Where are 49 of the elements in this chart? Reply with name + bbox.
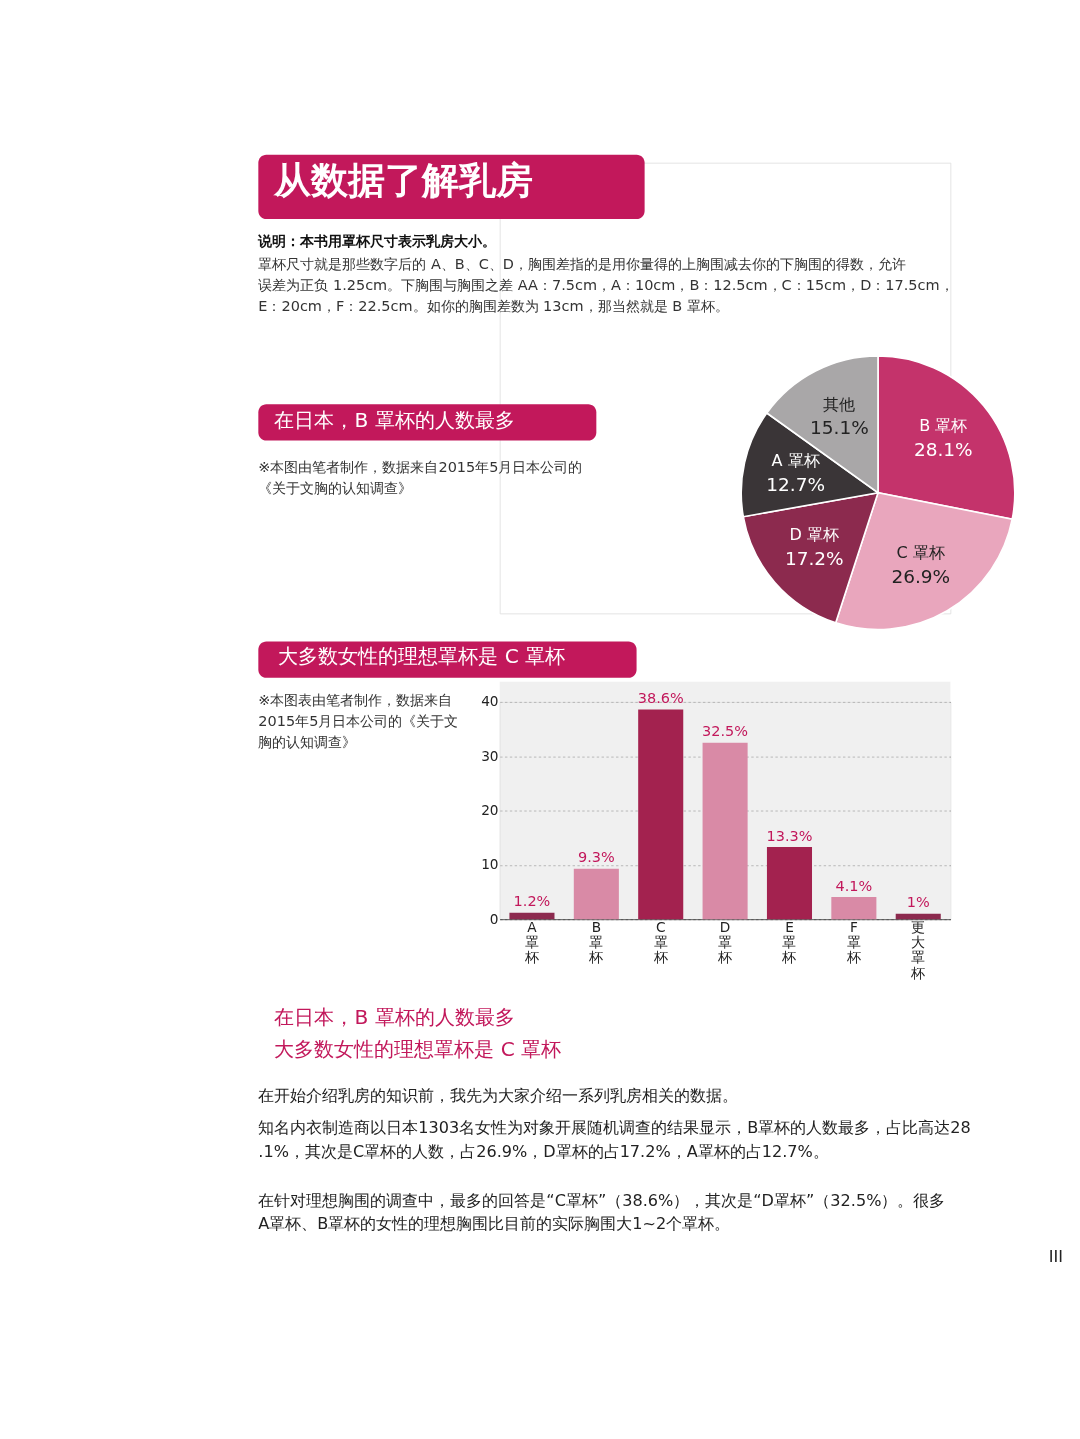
bar <box>638 709 684 920</box>
slice-label: 其他 <box>823 394 856 414</box>
bar <box>895 913 941 920</box>
data-label: 4.1% <box>835 877 873 894</box>
bar <box>766 847 813 920</box>
text: 大多数女性的理想罩杯是 C 罩杯 <box>274 1037 562 1062</box>
text: 在日本，B 罩杯的人数最多 <box>274 407 515 432</box>
text: 罩杯尺寸就是那些数字后的 A、B、C、D，胸围差指的是用你量得的上胸围减去你的下胸围的得数，允许误差为正负 1.25cm。下胸围与胸围之差 AA：7.5cm，A：10cm，B：12.5cm，C：15cm，D：17.5cm， E：20cm，F：22.5cm。如你的胸围差数为 13cm，那当然就是 B 罩杯。 <box>258 256 954 315</box>
bar <box>702 742 748 920</box>
text: ※本图表由笔者制作，数据来自2015年5月日本公司的《关于文胸的认知调查》 <box>258 692 459 751</box>
x-tick-label: C罩杯 <box>652 918 668 966</box>
y-tick-label: 10 <box>481 856 499 873</box>
data-label: 1.2% <box>513 893 551 910</box>
y-tick-label: 20 <box>481 802 499 819</box>
text: ※本图由笔者制作，数据来自2015年5月日本公司的《关于文胸的认知调查》 <box>258 458 583 496</box>
data-label: 38.6% <box>637 690 684 707</box>
slice-label: C 罩杯 <box>896 542 945 562</box>
data-label: 26.9% <box>891 565 951 587</box>
y-tick-label: 0 <box>489 910 499 927</box>
x-tick-label: D罩杯 <box>717 918 733 966</box>
bar <box>831 896 877 920</box>
y-tick-label: 40 <box>481 693 499 710</box>
text: 在开始介绍乳房的知识前，我先为大家介绍一系列乳房相关的数据。 <box>258 1086 739 1106</box>
text: 在日本，B 罩杯的人数最多 <box>274 1004 515 1029</box>
data-label: 15.1% <box>810 417 869 439</box>
data-label: 1% <box>906 894 930 911</box>
data-label: 28.1% <box>913 438 973 460</box>
slice-label: D 罩杯 <box>789 525 840 545</box>
y-tick-label: 30 <box>481 747 499 764</box>
data-label: 12.7% <box>766 473 825 495</box>
text: 从数据了解乳房 <box>273 159 534 203</box>
x-tick-label: F罩杯 <box>845 918 861 966</box>
data-label: 9.3% <box>577 849 615 866</box>
data-label: 32.5% <box>702 723 749 740</box>
x-tick-label: 更大罩杯 <box>910 918 926 981</box>
data-label: 13.3% <box>766 827 813 844</box>
x-tick-label: E罩杯 <box>781 918 797 966</box>
slice-label: A 罩杯 <box>771 451 820 470</box>
bar <box>509 912 555 920</box>
bar <box>573 868 619 920</box>
chart-title: 大多数女性的理想罩杯是 C 罩杯 <box>278 644 566 669</box>
data-label: 17.2% <box>784 548 844 570</box>
x-tick-label: B罩杯 <box>588 918 604 966</box>
x-tick-label: A罩杯 <box>523 918 539 966</box>
text: 在针对理想胸围的调查中，最多的回答是“C罩杯”（38.6%），其次是“D罩杯”（32.5%）。很多A罩杯、B罩杯的女性的理想胸围比目前的实际胸围大1~2个罩杯。 <box>258 1190 946 1234</box>
text: III <box>1048 1247 1064 1267</box>
slice-label: B 罩杯 <box>919 416 968 436</box>
text: 知名内衣制造商以日本1303名女性为对象开展随机调查的结果显示，B罩杯的人数最多，占比高达28.1%，其次是C罩杯的人数，占26.9%，D罩杯的占17.2%，A罩杯的占12.7%。 <box>258 1118 971 1161</box>
text: 说明：本书用罩杯尺寸表示乳房大小。 <box>257 233 497 250</box>
